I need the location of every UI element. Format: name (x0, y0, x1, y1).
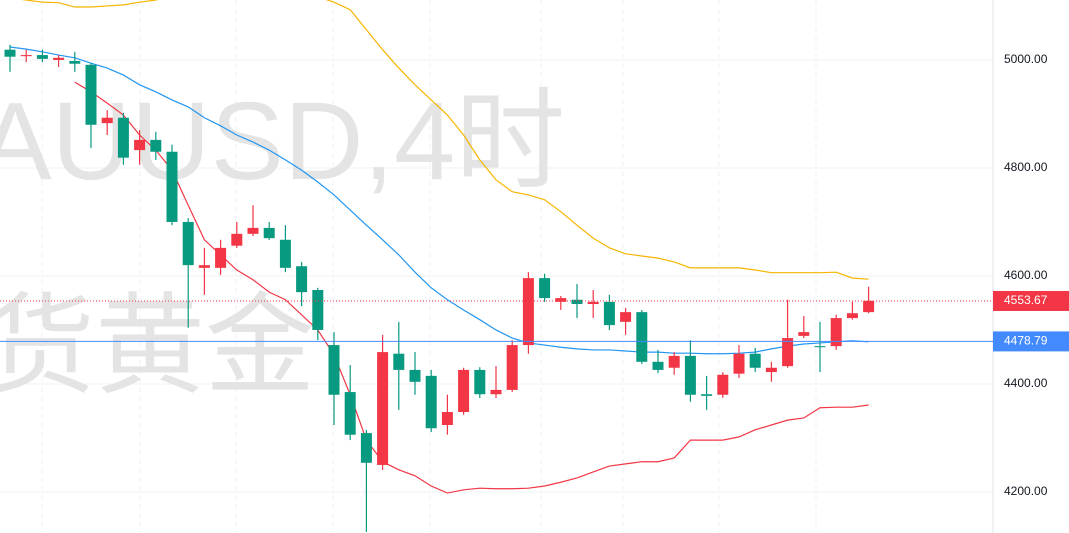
candle-body (701, 394, 713, 396)
candle-body (765, 367, 777, 373)
candle-body (863, 300, 875, 313)
candle-body (652, 361, 664, 370)
candle-body (117, 117, 129, 158)
watermark: 期货黄金 (0, 285, 315, 408)
candle-body (846, 313, 858, 319)
candle-body (247, 227, 259, 234)
price-label: 4553.67 (1004, 293, 1048, 307)
candle-body (782, 338, 794, 367)
candle-body (522, 278, 534, 346)
candle-body (4, 49, 16, 57)
candle-body (393, 353, 405, 370)
indicator-line (9, 46, 869, 355)
candle-body (539, 278, 551, 299)
plot-layer (4, 0, 875, 532)
indicator-line (74, 81, 869, 494)
candle-body (377, 352, 389, 465)
candle-body (231, 233, 243, 246)
candle-body (101, 117, 113, 124)
candle-body (571, 299, 583, 305)
candle-body (263, 227, 275, 239)
candle-body (620, 312, 632, 322)
candle-body (312, 289, 324, 330)
y-tick-label: 4400.00 (1004, 376, 1048, 390)
candle-body (749, 353, 761, 368)
price-label: 4478.79 (1004, 334, 1048, 348)
candle-body (830, 318, 842, 347)
candle-body (603, 301, 615, 326)
candle-body (150, 139, 162, 152)
y-tick-label: 4200.00 (1004, 484, 1048, 498)
candle-body (474, 369, 486, 395)
candle-body (798, 332, 810, 336)
candle-body (85, 64, 97, 125)
candle-body (360, 433, 372, 463)
candle-body (409, 369, 421, 382)
candle-body (53, 57, 65, 60)
price-label-box (993, 331, 1069, 352)
candle-body (182, 221, 194, 266)
candle-body (506, 345, 518, 390)
y-tick-label: 4800.00 (1004, 160, 1048, 174)
candle-body (458, 369, 470, 413)
indicator-line (21, 0, 869, 280)
candle-body (69, 61, 81, 64)
candle-body (814, 346, 826, 348)
candle-body (490, 389, 502, 395)
candle-body (36, 55, 48, 59)
candle-body (425, 375, 437, 429)
candle-body (441, 412, 453, 425)
candle-body (328, 345, 340, 395)
candle-body (279, 239, 291, 268)
candle-body (668, 355, 680, 368)
candle-body (636, 312, 648, 362)
candle-body (166, 151, 178, 222)
candle-body (296, 266, 308, 293)
candle-body (684, 355, 696, 395)
candle-body (20, 55, 32, 57)
candle-body (198, 265, 210, 268)
candle-body (134, 139, 146, 151)
y-tick-label: 4600.00 (1004, 268, 1048, 282)
candle-body (587, 301, 599, 305)
candle-body (717, 374, 729, 395)
watermark: XAUUSD,4时 (0, 80, 565, 203)
candle-body (215, 247, 227, 268)
candle-body (733, 353, 745, 374)
candle-body (555, 298, 567, 302)
y-tick-label: 5000.00 (1004, 52, 1048, 66)
price-label-box (993, 290, 1069, 311)
candle-body (344, 392, 356, 435)
